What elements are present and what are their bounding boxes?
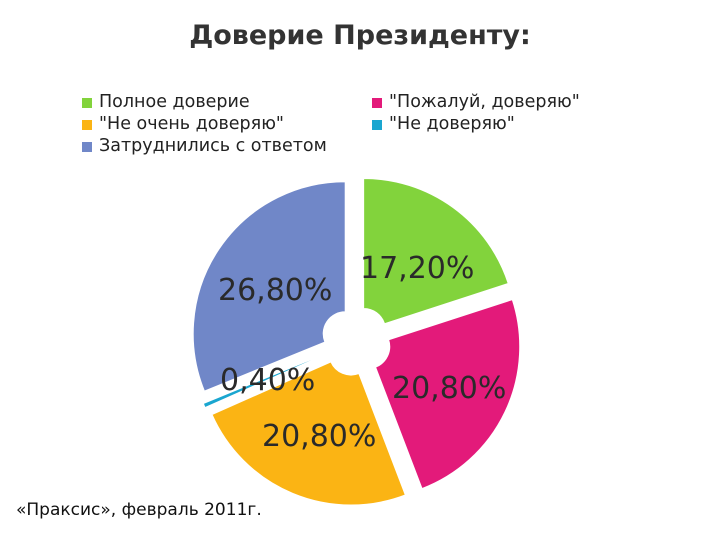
data-label: 17,20% <box>360 251 474 286</box>
legend: Полное доверие "Пожалуй, доверяю" "Не очен… <box>82 92 642 157</box>
data-label: 20,80% <box>392 371 506 406</box>
data-label: 26,80% <box>218 273 332 308</box>
pie-slice <box>211 361 406 506</box>
pie-slice <box>202 353 325 409</box>
legend-swatch <box>82 141 92 152</box>
source-caption: «Праксис», февраль 2011г. <box>16 500 262 520</box>
legend-swatch <box>82 97 92 108</box>
legend-item: Полное доверие <box>82 92 372 113</box>
legend-item: "Не доверяю" <box>372 114 642 135</box>
legend-item: Затруднились с ответом <box>82 136 372 157</box>
chart-title: Доверие Президенту: <box>189 20 531 51</box>
legend-label: Полное доверие <box>99 92 250 112</box>
legend-item: "Пожалуй, доверяю" <box>372 92 642 113</box>
legend-label: Затруднились с ответом <box>99 136 327 156</box>
pie-slice <box>363 177 509 325</box>
data-label: 0,40% <box>220 363 315 398</box>
legend-label: "Пожалуй, доверяю" <box>389 92 580 112</box>
legend-label: "Не доверяю" <box>389 114 515 134</box>
legend-item: "Не очень доверяю" <box>82 114 372 135</box>
legend-label: "Не очень доверяю" <box>99 114 284 134</box>
pie-slice <box>374 299 521 490</box>
legend-swatch <box>372 97 382 108</box>
data-label: 20,80% <box>262 419 376 454</box>
legend-swatch <box>82 119 92 130</box>
pie-slice <box>192 181 346 392</box>
legend-swatch <box>372 119 382 130</box>
